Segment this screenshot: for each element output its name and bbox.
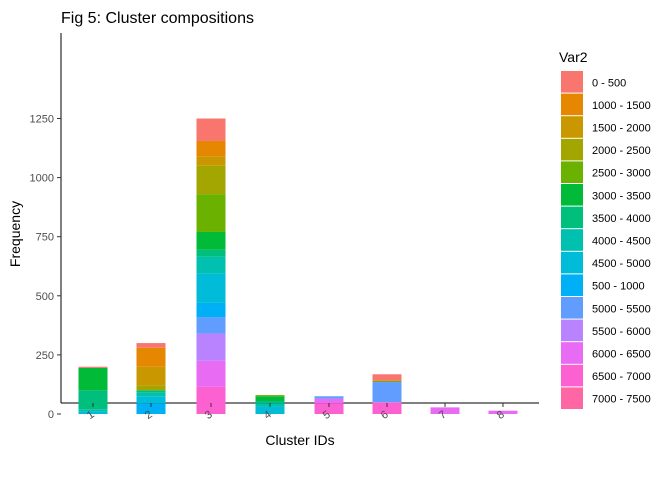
bar-segment <box>136 390 166 393</box>
bar-segment <box>136 343 166 348</box>
bar-segment <box>196 118 226 141</box>
y-tick-label: 0 <box>48 409 54 421</box>
bar-segment <box>78 367 108 391</box>
legend-key <box>561 184 583 206</box>
bar-segment <box>255 406 285 414</box>
bar-segment <box>196 360 226 387</box>
bar-segment <box>78 366 108 368</box>
bar-segment <box>196 249 226 257</box>
legend: Var2 0 - 500 1000 - 1500 1500 - 2000 2000 -… <box>559 49 651 409</box>
bar-segment <box>314 396 344 399</box>
legend-label: 4500 - 5000 <box>592 258 651 270</box>
y-tick-label: 750 <box>36 232 54 244</box>
bar-segment <box>78 390 108 410</box>
legend-label: 5500 - 6000 <box>592 326 651 338</box>
chart-title: Fig 5: Cluster compositions <box>61 10 254 27</box>
bar-segment <box>196 317 226 334</box>
bar-segment <box>196 231 226 250</box>
legend-label: 1500 - 2000 <box>592 123 651 135</box>
bar-segment <box>136 396 166 404</box>
legend-key <box>561 161 583 183</box>
x-tick-label: 1 <box>85 409 97 422</box>
y-tick-label: 1000 <box>30 173 54 185</box>
bar-segment <box>372 402 402 414</box>
bar-segment <box>78 409 108 412</box>
legend-key <box>561 297 583 319</box>
bar-segment <box>255 400 285 404</box>
legend-key <box>561 93 583 116</box>
legend-key <box>561 274 583 296</box>
legend-label: 0 - 500 <box>592 77 626 89</box>
legend-key <box>561 364 583 387</box>
bar-segment <box>196 386 226 414</box>
legend-key <box>561 206 583 229</box>
y-tick-label: 500 <box>36 291 54 303</box>
y-ticks: 0 250 500 750 1000 1250 <box>30 114 61 421</box>
bar-segment <box>314 403 344 414</box>
legend-key <box>561 229 583 251</box>
legend-label: 4000 - 4500 <box>592 236 651 248</box>
legend-key <box>561 319 583 342</box>
legend-label: 2000 - 2500 <box>592 145 651 157</box>
x-tick-label: 6 <box>379 409 391 422</box>
x-ticks: 1 2 3 4 5 6 7 8 <box>85 403 507 422</box>
legend-label: 3000 - 3500 <box>592 190 651 202</box>
legend-label: 3500 - 4000 <box>592 213 651 225</box>
bar-segment <box>196 256 226 274</box>
legend-key <box>561 71 583 93</box>
legend-key <box>561 116 583 138</box>
legend-label: 500 - 1000 <box>592 281 645 293</box>
bar-segment <box>372 380 402 383</box>
bar-segment <box>78 411 108 414</box>
legend-label: 2500 - 3000 <box>592 168 651 180</box>
bar-segment <box>136 403 166 414</box>
x-tick-label: 3 <box>203 409 215 422</box>
x-tick-label: 2 <box>143 409 155 422</box>
legend-label: 5000 - 5500 <box>592 303 651 315</box>
bar-segment <box>372 382 402 403</box>
bar-segment <box>488 410 518 414</box>
legend-label: 7000 - 7500 <box>592 394 651 406</box>
legend-key <box>561 138 583 161</box>
legend-title: Var2 <box>559 49 588 65</box>
legend-key <box>561 387 583 409</box>
y-axis-title: Frequency <box>7 201 23 267</box>
legend-key <box>561 251 583 274</box>
bar-segment <box>255 395 285 397</box>
bar-segment <box>196 333 226 361</box>
bar-segment <box>196 140 226 157</box>
bar-segment <box>196 302 226 318</box>
y-tick-label: 1250 <box>30 114 54 126</box>
bars-layer <box>78 118 518 414</box>
legend-label: 6500 - 7000 <box>592 371 651 383</box>
bar-segment <box>372 374 402 381</box>
bar-segment <box>196 273 226 303</box>
bar-segment <box>136 392 166 397</box>
legend-label: 1000 - 1500 <box>592 100 651 112</box>
legend-label: 6000 - 6500 <box>592 349 651 361</box>
x-tick-label: 7 <box>437 409 449 422</box>
bar-segment <box>255 396 285 401</box>
legend-key <box>561 342 583 364</box>
x-axis-title: Cluster IDs <box>265 432 334 448</box>
bar-segment <box>136 385 166 391</box>
y-tick-label: 250 <box>36 350 54 362</box>
bar-segment <box>430 407 460 414</box>
bar-segment <box>136 366 166 386</box>
bar-segment <box>314 398 344 404</box>
x-tick-label: 4 <box>262 409 274 422</box>
bar-segment <box>196 165 226 195</box>
x-tick-label: 5 <box>321 409 333 422</box>
bar-segment <box>196 194 226 232</box>
x-tick-label: 8 <box>495 409 507 422</box>
bar-segment <box>196 156 226 166</box>
bar-segment <box>136 347 166 367</box>
